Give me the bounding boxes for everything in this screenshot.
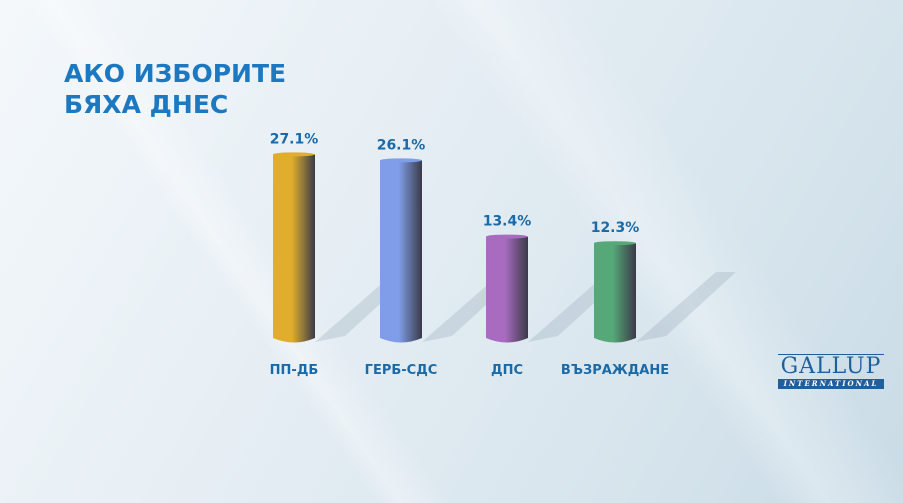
category-label: ДПС	[491, 363, 523, 378]
value-label: 13.4%	[483, 214, 532, 230]
value-label: 27.1%	[270, 131, 319, 147]
chart-title: АКО ИЗБОРИТЕ БЯХА ДНЕС	[64, 58, 286, 120]
bar-cap	[273, 152, 315, 157]
category-label: ВЪЗРАЖДАНЕ	[561, 363, 669, 378]
bar-shadow	[636, 272, 736, 342]
bar-cap	[486, 234, 528, 239]
title-line-1: АКО ИЗБОРИТЕ	[64, 59, 287, 88]
logo-sub: INTERNATIONAL	[778, 379, 884, 389]
value-label: 12.3%	[591, 220, 640, 236]
bar-0	[273, 154, 315, 343]
bar-3	[594, 243, 636, 343]
bar-cap	[380, 158, 422, 163]
bar-2	[486, 236, 528, 343]
title-line-2: БЯХА ДНЕС	[64, 90, 229, 119]
category-label: ПП-ДБ	[270, 363, 319, 378]
logo-name: GALLUP	[778, 354, 884, 379]
gallup-logo: GALLUP INTERNATIONAL	[778, 354, 884, 389]
value-label: 26.1%	[377, 137, 426, 153]
bar-1	[380, 160, 422, 343]
bar-cap	[594, 241, 636, 246]
category-label: ГЕРБ-СДС	[365, 363, 438, 378]
